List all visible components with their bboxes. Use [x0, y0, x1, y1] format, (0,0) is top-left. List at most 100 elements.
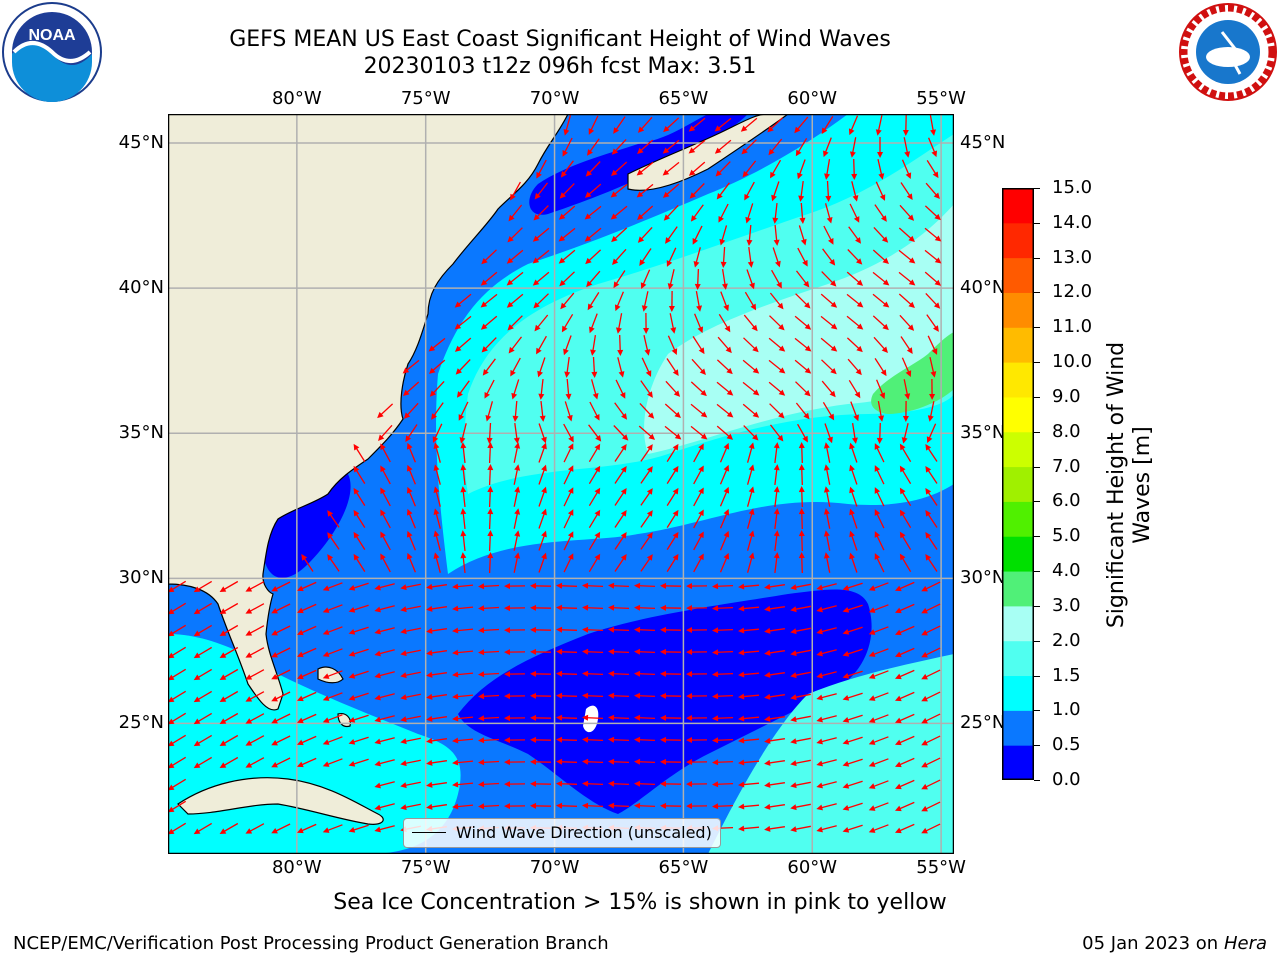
wave-direction-arrow [738, 781, 760, 788]
wave-direction-arrow [664, 425, 682, 440]
wave-direction-arrow [738, 649, 760, 656]
wave-direction-arrow [797, 423, 808, 443]
wave-direction-arrow [348, 648, 369, 657]
colorbar-tick-mark [1034, 431, 1040, 433]
wave-direction-arrow [816, 737, 837, 745]
wave-direction-arrow [712, 803, 734, 810]
wave-direction-arrow [588, 424, 602, 442]
colorbar-tick-label: 14.0 [1052, 211, 1093, 233]
wave-direction-arrow [877, 159, 885, 180]
wave-direction-arrow [719, 508, 730, 529]
wave-direction-arrow [556, 648, 578, 655]
wave-direction-arrow [426, 715, 447, 722]
wave-direction-arrow [590, 379, 599, 400]
wave-direction-arrow [563, 465, 574, 485]
wave-direction-arrow [669, 313, 677, 334]
wave-direction-arrow [426, 583, 447, 590]
wave-direction-arrow [452, 671, 474, 678]
colorbar-segment [1002, 501, 1034, 537]
wave-direction-arrow [608, 736, 630, 743]
wave-direction-arrow [348, 758, 369, 767]
wave-direction-arrow [846, 315, 864, 330]
wave-direction-arrow [873, 336, 888, 353]
wave-direction-arrow [823, 137, 832, 158]
wave-direction-arrow [771, 181, 780, 202]
wave-direction-arrow [193, 734, 213, 747]
wave-direction-arrow [924, 271, 942, 286]
wave-direction-arrow [271, 647, 291, 658]
wave-direction-arrow [926, 314, 939, 332]
wave-direction-arrow [587, 138, 600, 156]
colorbar-segment [1002, 292, 1034, 328]
wave-direction-arrow [721, 268, 728, 290]
wave-direction-arrow [746, 508, 755, 529]
map-gridlines [168, 114, 954, 854]
wave-direction-arrow [634, 626, 656, 633]
wave-direction-arrow [353, 487, 366, 506]
wave-direction-arrow [402, 359, 420, 374]
wave-direction-arrow [747, 247, 754, 268]
wave-direction-arrow [406, 442, 417, 463]
wave-direction-arrow [507, 315, 523, 331]
wave-direction-arrow [665, 226, 678, 244]
wave-direction-arrow [504, 649, 526, 656]
wave-direction-arrow [662, 183, 680, 198]
wave-direction-arrow [660, 670, 682, 677]
wave-direction-arrow [764, 715, 785, 722]
wave-direction-arrow [532, 249, 550, 264]
wave-direction-arrow [510, 181, 521, 201]
wave-direction-arrow [712, 781, 734, 788]
wave-direction-arrow [901, 423, 909, 444]
wave-direction-arrow [297, 757, 317, 768]
wave-direction-arrow [738, 715, 760, 722]
wave-direction-arrow [636, 183, 654, 198]
wave-direction-arrow [193, 580, 213, 593]
colorbar-tick-mark [1034, 292, 1040, 294]
wave-direction-arrow [746, 552, 755, 573]
wave-direction-arrow [820, 315, 838, 330]
wave-direction-arrow [692, 225, 703, 245]
wave-direction-arrow [842, 802, 863, 811]
wave-direction-arrow [504, 803, 526, 810]
wave-direction-arrow [849, 552, 858, 573]
wave-direction-arrow [219, 668, 239, 680]
wave-direction-arrow [513, 508, 521, 529]
wave-direction-arrow [219, 690, 239, 702]
wave-direction-arrow [875, 115, 883, 136]
wave-direction-arrow [322, 582, 343, 591]
wave-direction-arrow [764, 605, 785, 612]
wave-direction-arrow [538, 423, 547, 444]
wave-direction-arrow [530, 692, 552, 699]
wave-direction-arrow [693, 531, 704, 551]
wave-direction-arrow [668, 290, 675, 312]
wave-direction-arrow [921, 603, 941, 614]
wave-direction-arrow [790, 605, 811, 613]
wave-direction-arrow [825, 180, 832, 202]
wave-direction-arrow [660, 780, 682, 787]
wave-direction-arrow [798, 552, 805, 574]
wave-direction-arrow [452, 759, 474, 766]
wave-direction-arrow [764, 803, 785, 810]
wave-direction-arrow [798, 464, 805, 486]
colorbar-tick-label: 0.5 [1052, 734, 1081, 756]
map-panel[interactable]: Wind Wave Direction (unscaled) [167, 113, 955, 855]
wave-direction-arrow [322, 714, 343, 723]
wave-direction-arrow [556, 604, 578, 611]
wave-direction-arrow [478, 649, 500, 656]
wave-direction-arrow [637, 226, 653, 243]
wave-direction-arrow [764, 693, 785, 700]
wave-direction-arrow [454, 337, 472, 352]
wave-direction-arrow [271, 625, 291, 636]
wave-direction-arrow [219, 734, 239, 746]
wind-wave-direction-arrows [167, 114, 942, 835]
wave-direction-arrow [167, 580, 187, 593]
wave-direction-arrow [873, 226, 889, 243]
wave-direction-arrow [433, 442, 441, 463]
wave-direction-arrow [322, 648, 343, 657]
wave-direction-arrow [167, 646, 187, 659]
wave-direction-arrow [433, 508, 441, 529]
wave-direction-arrow [564, 357, 571, 378]
wave-direction-arrow [929, 114, 936, 136]
wave-direction-arrow [795, 137, 808, 157]
wave-direction-arrow [849, 508, 858, 529]
